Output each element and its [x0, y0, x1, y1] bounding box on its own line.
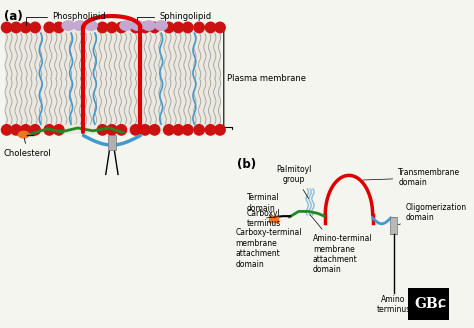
Circle shape [205, 22, 216, 33]
Ellipse shape [155, 21, 167, 30]
Circle shape [140, 22, 150, 33]
FancyBboxPatch shape [269, 216, 279, 223]
Text: (b): (b) [237, 158, 256, 171]
Circle shape [1, 22, 12, 33]
Circle shape [44, 22, 55, 33]
Ellipse shape [18, 131, 29, 138]
Circle shape [194, 125, 204, 135]
Text: Cholesterol: Cholesterol [4, 138, 52, 158]
Text: Palmitoyl
group: Palmitoyl group [276, 165, 311, 199]
Circle shape [44, 125, 55, 135]
Circle shape [215, 125, 225, 135]
Text: C: C [438, 299, 446, 309]
Circle shape [116, 125, 127, 135]
Circle shape [164, 22, 174, 33]
Circle shape [140, 125, 150, 135]
Text: Transmembrane
domain: Transmembrane domain [363, 168, 460, 187]
Text: Carboxyl
terminus: Carboxyl terminus [246, 209, 281, 228]
Circle shape [194, 22, 204, 33]
Circle shape [149, 125, 160, 135]
Circle shape [97, 125, 108, 135]
Circle shape [107, 22, 117, 33]
Text: Amino
terminus: Amino terminus [376, 295, 410, 314]
Circle shape [116, 22, 127, 33]
Circle shape [130, 22, 141, 33]
Circle shape [11, 125, 21, 135]
Circle shape [20, 22, 31, 33]
Ellipse shape [73, 21, 86, 30]
Text: Phospholipid: Phospholipid [26, 12, 106, 25]
Ellipse shape [120, 21, 132, 30]
Circle shape [54, 125, 64, 135]
Text: Plasma membrane: Plasma membrane [227, 74, 306, 83]
Circle shape [1, 125, 12, 135]
Circle shape [182, 22, 193, 33]
Ellipse shape [131, 21, 144, 30]
Ellipse shape [85, 21, 97, 30]
Circle shape [173, 125, 183, 135]
Circle shape [173, 22, 183, 33]
Circle shape [97, 22, 108, 33]
Circle shape [30, 125, 40, 135]
Bar [408, 288, 449, 319]
Text: Sphingolipid: Sphingolipid [137, 12, 211, 21]
Bar [390, 217, 397, 234]
Circle shape [54, 22, 64, 33]
Text: Oligomerization
domain: Oligomerization domain [398, 203, 467, 225]
Ellipse shape [143, 21, 155, 30]
Circle shape [182, 125, 193, 135]
Text: (a): (a) [4, 10, 23, 23]
Circle shape [205, 125, 216, 135]
Bar [108, 134, 116, 150]
Text: Amino-terminal
membrane
attachment
domain: Amino-terminal membrane attachment domai… [310, 215, 373, 274]
Circle shape [20, 125, 31, 135]
Bar [408, 288, 449, 319]
Text: GB.: GB. [414, 297, 443, 311]
Text: Carboxy-terminal
membrane
attachment
domain: Carboxy-terminal membrane attachment dom… [235, 229, 301, 269]
Circle shape [149, 22, 160, 33]
Bar [5, 25, 221, 133]
Circle shape [164, 125, 174, 135]
Circle shape [215, 22, 225, 33]
Text: Terminal
domain: Terminal domain [246, 194, 279, 217]
Circle shape [130, 125, 141, 135]
Circle shape [107, 125, 117, 135]
Ellipse shape [62, 21, 74, 30]
Circle shape [11, 22, 21, 33]
Circle shape [30, 22, 40, 33]
